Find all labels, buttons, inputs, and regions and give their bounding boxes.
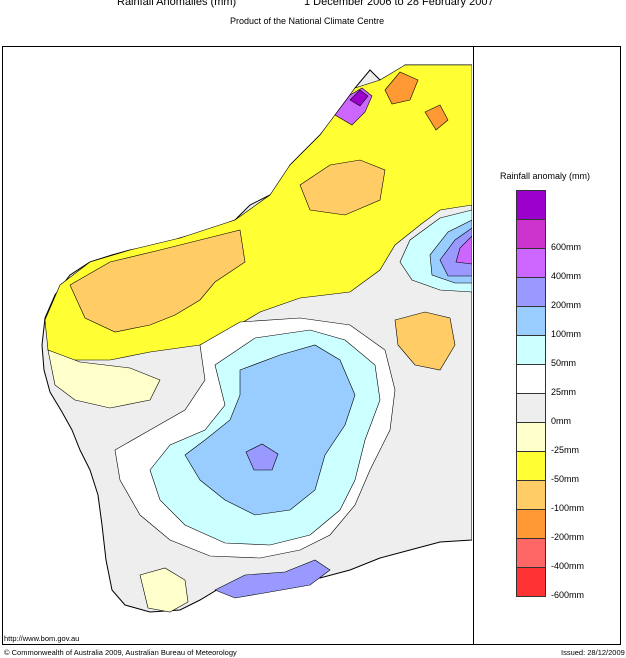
footer-copyright: © Commonwealth of Australia 2009, Austra… — [4, 648, 237, 657]
legend-swatch — [516, 393, 546, 422]
map-product-line: Product of the National Climate Centre — [230, 16, 385, 26]
anomaly-zone-minus25-southwest — [139, 567, 189, 613]
map-title: Rainfall Anomalies (mm) — [117, 0, 237, 8]
legend-label: -25mm — [551, 445, 580, 455]
legend-color-bar — [516, 190, 546, 597]
anomaly-zone-plus600-north — [349, 89, 369, 107]
legend-swatch — [516, 306, 546, 335]
legend-label: -50mm — [551, 474, 580, 484]
legend-swatch — [516, 364, 546, 393]
legend-swatch — [516, 190, 546, 219]
anomaly-zone-minus100-pilbara — [69, 229, 246, 333]
legend-swatch — [516, 538, 546, 567]
legend-title: Rainfall anomaly (mm) — [500, 171, 591, 181]
legend-swatch — [516, 277, 546, 306]
legend-label: 200mm — [551, 300, 582, 310]
legend-swatch — [516, 248, 546, 277]
anomaly-zone-50to100-south — [184, 344, 356, 516]
map-period: 1 December 2006 to 28 February 2007 — [304, 0, 494, 8]
anomaly-zone-minus100-east — [394, 311, 456, 371]
anomaly-zone-100to200-centre — [245, 443, 279, 471]
legend-label: 0mm — [551, 416, 571, 426]
footer-issued-date: Issued: 28/12/2009 — [561, 648, 625, 657]
anomaly-zone-plus100-south-coast — [214, 559, 331, 599]
legend-swatch — [516, 451, 546, 480]
legend-swatch — [516, 219, 546, 248]
rainfall-anomaly-map — [41, 64, 472, 613]
anomaly-zone-plus200-east — [439, 227, 472, 277]
legend-label: 50mm — [551, 358, 577, 368]
map-frame — [2, 46, 621, 645]
legend-label: 25mm — [551, 387, 577, 397]
anomaly-zone-minus200-coast — [424, 104, 449, 131]
legend-label: -100mm — [551, 503, 585, 513]
legend-label: 100mm — [551, 329, 582, 339]
anomaly-zone-minus25-midwest — [47, 349, 161, 409]
legend-swatch — [516, 480, 546, 509]
legend-label: -400mm — [551, 561, 585, 571]
legend-label: -200mm — [551, 532, 585, 542]
anomaly-zone-plus400-east — [455, 235, 472, 265]
legend-swatch — [516, 509, 546, 538]
anomaly-zone-minus200-northeast — [384, 71, 419, 105]
footer-url[interactable]: http://www.bom.gov.au — [4, 634, 80, 643]
legend-swatch — [516, 567, 546, 597]
legend-swatch — [516, 422, 546, 451]
anomaly-zone-minus100-kimberley — [299, 159, 386, 216]
legend-label: 400mm — [551, 271, 582, 281]
legend-label: -600mm — [551, 590, 585, 600]
legend-divider — [473, 46, 474, 645]
legend-label: 600mm — [551, 242, 582, 252]
legend-swatch — [516, 335, 546, 364]
